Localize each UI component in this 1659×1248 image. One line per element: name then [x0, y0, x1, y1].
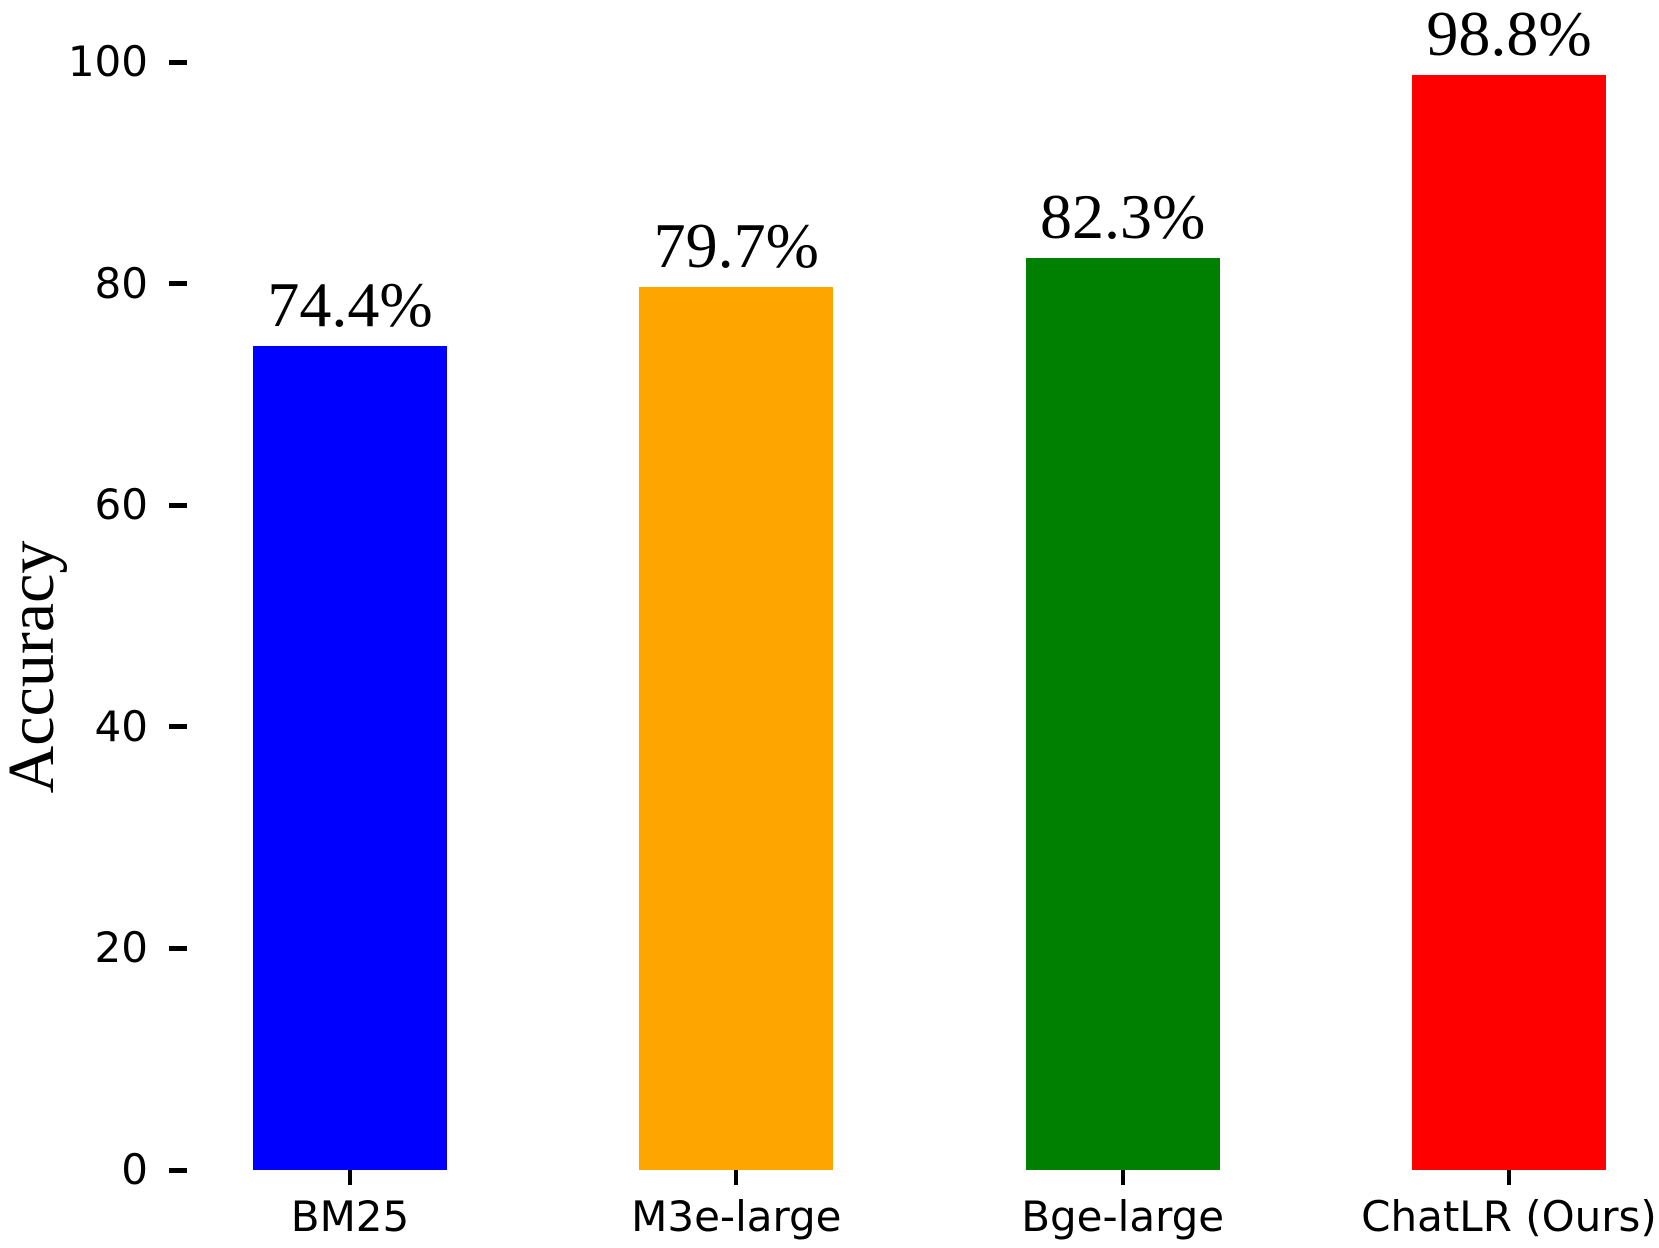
y-tick-label: 0: [121, 1145, 148, 1194]
x-tick-mark: [734, 1170, 739, 1185]
x-category-label-bge-large: Bge-large: [1021, 1192, 1225, 1241]
y-tick-label: 60: [94, 480, 148, 530]
bar-value-label: 82.3%: [1040, 181, 1206, 253]
y-tick-mark: [169, 281, 187, 287]
y-tick-mark: [169, 724, 187, 730]
x-tick-mark: [348, 1170, 352, 1185]
y-tick-label: 40: [94, 701, 148, 751]
bar-bge-large: [1025, 258, 1220, 1170]
x-category-label-m3e-large: M3e-large: [631, 1192, 842, 1241]
x-category-label-chatlr-ours: ChatLR (Ours): [1361, 1192, 1657, 1241]
bar-m3e-large: [639, 286, 834, 1170]
y-tick-mark: [169, 502, 187, 508]
bar-value-label: 98.8%: [1426, 0, 1592, 70]
x-category-label-bm25: BM25: [290, 1192, 410, 1241]
y-tick-label: 100: [67, 37, 148, 86]
y-tick-mark: [169, 945, 187, 951]
bar-bm25: [253, 345, 447, 1170]
y-tick-mark: [169, 1167, 187, 1173]
bar-chatlr-ours: [1411, 75, 1606, 1170]
y-tick-label: 20: [94, 923, 148, 973]
x-tick-mark: [1120, 1170, 1125, 1185]
bar-value-label: 79.7%: [653, 209, 819, 281]
y-axis-label: Accuracy: [0, 540, 68, 794]
x-tick-mark: [1506, 1170, 1511, 1185]
y-tick-label: 80: [94, 258, 148, 308]
y-tick-mark: [169, 59, 187, 65]
bar-value-label: 74.4%: [267, 268, 433, 340]
